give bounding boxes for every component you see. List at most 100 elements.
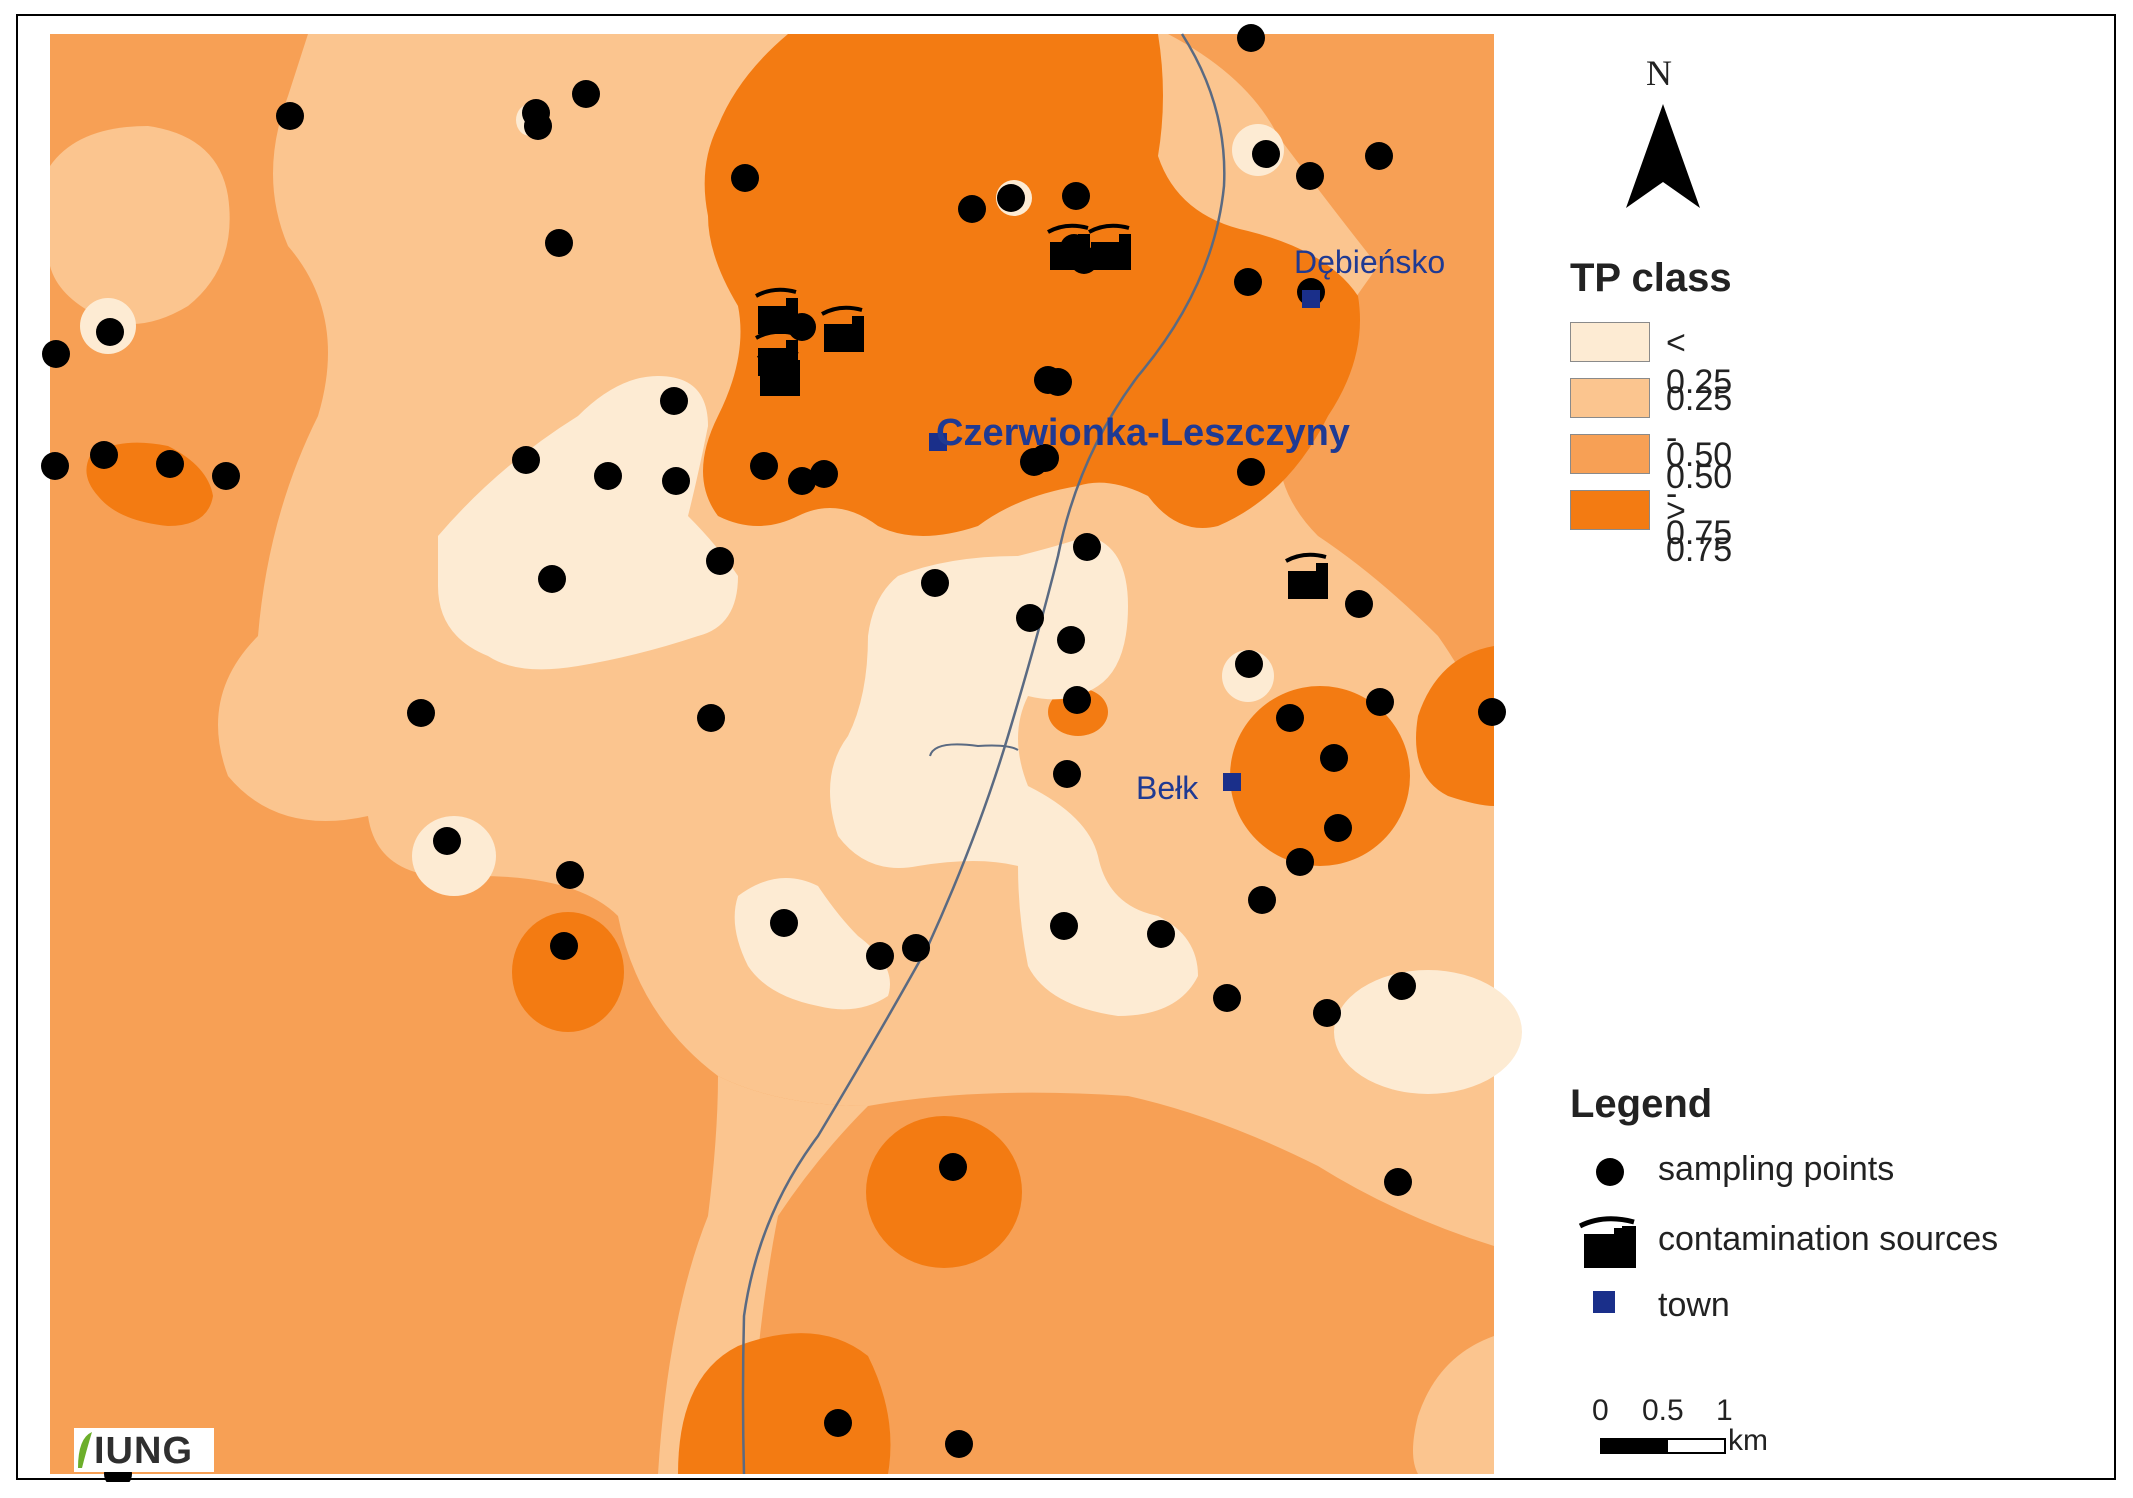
- sampling-point: [1234, 268, 1262, 296]
- sampling-point: [750, 452, 778, 480]
- tp-class-title: TP class: [1570, 256, 1732, 300]
- legend-label-sampling-points: sampling points: [1658, 1150, 1895, 1188]
- zone-gt-075: [678, 1333, 891, 1474]
- sampling-point: [939, 1153, 967, 1181]
- tp-class-swatch: [1570, 434, 1650, 474]
- scale-tick-1: 1: [1716, 1394, 1733, 1427]
- sampling-point: [556, 861, 584, 889]
- contamination-sources-layer: [755, 223, 1328, 599]
- scale-bar-white: [1666, 1438, 1726, 1454]
- scale-bar-black: [1600, 1438, 1670, 1454]
- sampling-point: [1062, 182, 1090, 210]
- sampling-point: [1345, 590, 1373, 618]
- sampling-point: [96, 318, 124, 346]
- scale-tick-05: 0.5: [1642, 1394, 1684, 1427]
- map-canvas: [41, 24, 1522, 1482]
- sampling-point: [1296, 162, 1324, 190]
- factory-icon: [1088, 223, 1131, 270]
- sampling-point: [945, 1430, 973, 1458]
- sampling-point: [1324, 814, 1352, 842]
- tp-class-swatch: [1570, 490, 1650, 530]
- towns-layer: [929, 290, 1320, 791]
- town-marker: [1223, 773, 1241, 791]
- north-label: N: [1646, 53, 1672, 93]
- legend-label-town: town: [1658, 1286, 1730, 1324]
- zone-lt-025: [412, 816, 496, 896]
- tp-class-swatch: [1570, 322, 1650, 362]
- scale-bar: 0 0.5 1 km: [1558, 1394, 1858, 1474]
- sampling-point: [212, 462, 240, 490]
- sampling-point: [731, 164, 759, 192]
- zone-gt-075: [1230, 686, 1410, 866]
- sampling-point: [706, 547, 734, 575]
- legend-panel: N TP class < 0.25 0.25 - 0.50 0.50 - 0.7…: [1558, 53, 2118, 1496]
- sampling-point: [407, 699, 435, 727]
- iung-logo: IUNG: [74, 1428, 214, 1472]
- tp-class-label: < 0.25: [1666, 324, 1733, 401]
- town-square-icon: [1593, 1291, 1615, 1313]
- sampling-point: [697, 704, 725, 732]
- legend-title: Legend: [1570, 1082, 1713, 1126]
- sampling-point: [524, 112, 552, 140]
- sampling-point: [1016, 604, 1044, 632]
- town-label-belk: Bełk: [1136, 770, 1199, 806]
- sampling-point: [770, 909, 798, 937]
- sampling-point-icon: [1596, 1158, 1624, 1186]
- factory-icon: [821, 305, 864, 352]
- zone-gt-075: [1416, 646, 1494, 806]
- town-marker: [929, 433, 947, 451]
- sampling-point: [572, 80, 600, 108]
- zone-025-050: [1413, 1336, 1494, 1474]
- sampling-point: [788, 467, 816, 495]
- sampling-point: [1073, 533, 1101, 561]
- sampling-point: [1286, 848, 1314, 876]
- sampling-point: [824, 1409, 852, 1437]
- sampling-point: [1252, 140, 1280, 168]
- sampling-point: [921, 569, 949, 597]
- sampling-point: [1031, 444, 1059, 472]
- factory-icon: [755, 287, 798, 334]
- sampling-point: [1366, 688, 1394, 716]
- sampling-point: [1320, 744, 1348, 772]
- zone-lt-025: [734, 878, 890, 1010]
- sampling-point: [662, 467, 690, 495]
- sampling-point: [1388, 972, 1416, 1000]
- sampling-point: [276, 102, 304, 130]
- north-arrow-icon: [1626, 104, 1700, 208]
- town-label-czerwionka: Czerwionka-Leszczyny: [936, 412, 1350, 454]
- sampling-point: [512, 446, 540, 474]
- town-label-debiensko: Dębieńsko: [1294, 244, 1446, 280]
- town-marker: [1302, 290, 1320, 308]
- sampling-point: [1053, 760, 1081, 788]
- sampling-points-layer: [41, 24, 1506, 1482]
- zone-gt-075: [512, 912, 624, 1032]
- sampling-point: [1044, 368, 1072, 396]
- sampling-point: [538, 565, 566, 593]
- scale-unit: km: [1728, 1424, 1768, 1457]
- sampling-point: [810, 460, 838, 488]
- sampling-point: [1248, 886, 1276, 914]
- map-frame: Czerwionka-Leszczyny Dębieńsko Bełk IUNG…: [16, 14, 2116, 1482]
- sampling-point: [41, 452, 69, 480]
- sampling-point: [90, 441, 118, 469]
- sampling-point: [1478, 698, 1506, 726]
- sampling-point: [1276, 704, 1304, 732]
- legend-label-contamination-sources: contamination sources: [1658, 1220, 1999, 1258]
- factory-icon: [1047, 223, 1090, 270]
- sampling-point: [866, 942, 894, 970]
- zone-lt-025: [1334, 970, 1522, 1094]
- sampling-point: [660, 387, 688, 415]
- tp-class-swatch: [1570, 378, 1650, 418]
- sampling-point: [1313, 999, 1341, 1027]
- zone-gt-075: [866, 1116, 1022, 1268]
- sampling-point: [958, 195, 986, 223]
- road-line: [929, 743, 1019, 757]
- sampling-point: [1237, 458, 1265, 486]
- railway-line: [741, 33, 1226, 1475]
- scale-tick-0: 0: [1592, 1394, 1609, 1427]
- sampling-point: [902, 934, 930, 962]
- tp-class-label: 0.25 - 0.50: [1666, 380, 1733, 496]
- tp-class-label: > 0.75: [1666, 492, 1733, 569]
- sampling-point: [1365, 142, 1393, 170]
- sampling-point: [1063, 686, 1091, 714]
